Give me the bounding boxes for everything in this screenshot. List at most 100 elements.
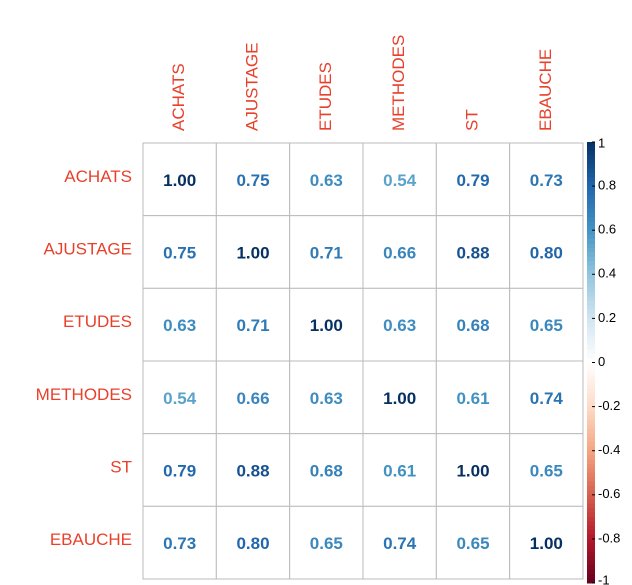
cell (509, 505, 584, 580)
cell-value: 1.00 (456, 461, 489, 480)
colorbar-segment (587, 221, 595, 227)
cell (509, 433, 584, 507)
colorbar-segment (587, 344, 595, 350)
cell-value: 0.79 (163, 461, 196, 480)
colorbar-segment (587, 362, 595, 368)
colorbar-segment (587, 525, 595, 531)
colorbar-segment (587, 446, 595, 452)
colorbar-segment (587, 296, 595, 302)
colorbar-segment (587, 477, 595, 483)
colorbar-segment (587, 318, 595, 324)
colorbar-segment (587, 543, 595, 549)
cell-value: 0.66 (383, 243, 416, 262)
colorbar-segment (587, 336, 595, 341)
cell-value: 0.61 (456, 389, 489, 408)
colorbar-segment (587, 538, 595, 544)
cell-value: 0.80 (236, 534, 269, 553)
cell-value: 0.66 (236, 389, 269, 408)
colorbar-segment (587, 181, 595, 187)
colorbar-tick-label: 0.4 (598, 266, 616, 281)
colorbar-segment (587, 199, 595, 205)
colorbar-tick-label: -0.2 (598, 398, 620, 413)
cell-value: 0.88 (456, 243, 489, 262)
row-label: ACHATS (64, 167, 132, 186)
cell (435, 142, 511, 217)
cell-value: 0.65 (530, 316, 563, 335)
colorbar-segment (587, 481, 595, 487)
colorbar-segment (587, 441, 595, 447)
colorbar-tick-label: 0 (598, 354, 605, 369)
cell-value: 0.71 (236, 316, 269, 335)
colorbar-segment (587, 485, 595, 491)
cell (215, 142, 291, 217)
colorbar-segment (587, 569, 595, 575)
cell-value: 0.88 (236, 461, 269, 480)
cell (362, 433, 437, 507)
colorbar-segment (587, 225, 595, 231)
colorbar-segment (587, 560, 595, 566)
colorbar-segment (587, 239, 595, 244)
colorbar-segment (587, 252, 595, 258)
colorbar-segment (587, 168, 595, 174)
colorbar-segment (587, 556, 595, 562)
colorbar-segment (587, 459, 595, 465)
cell-value: 0.75 (236, 171, 269, 190)
colorbar-tick-label: 0.6 (598, 222, 616, 237)
cell-value: 0.61 (383, 461, 416, 480)
cell (289, 360, 364, 435)
colorbar-segment (587, 393, 595, 399)
cell-value: 1.00 (163, 171, 196, 190)
colorbar-tick-label: 1 (598, 135, 605, 150)
cell-value: 0.63 (310, 171, 343, 190)
column-label: METHODES (389, 35, 408, 131)
colorbar-segment (587, 397, 595, 403)
colorbar-segment (587, 565, 595, 571)
cell-value: 1.00 (236, 243, 269, 262)
cell-value: 0.75 (163, 243, 196, 262)
cell-value: 0.65 (456, 534, 489, 553)
colorbar-segment (587, 530, 595, 535)
cell-value: 1.00 (310, 316, 343, 335)
column-label: EBAUCHE (536, 49, 555, 131)
colorbar-segment (587, 574, 595, 580)
colorbar-segment (587, 340, 595, 346)
colorbar-segment (587, 547, 595, 553)
colorbar-segment (587, 384, 595, 390)
colorbar-segment (587, 366, 595, 372)
cell-value: 0.65 (530, 461, 563, 480)
colorbar-segment (587, 322, 595, 328)
cell-value: 0.68 (310, 461, 343, 480)
cell-value: 0.80 (530, 243, 563, 262)
colorbar-segment (587, 578, 595, 584)
colorbar-tick-label: -0.4 (598, 442, 620, 457)
cell-value: 0.63 (163, 316, 196, 335)
colorbar-segment (587, 190, 595, 196)
colorbar-segment (587, 415, 595, 421)
cell-value: 1.00 (530, 534, 563, 553)
colorbar-segment (587, 468, 595, 474)
colorbar-segment (587, 508, 595, 513)
colorbar-segment (587, 375, 595, 381)
colorbar-segment (587, 194, 595, 200)
colorbar-segment (587, 300, 595, 306)
cell-value: 0.65 (310, 534, 343, 553)
colorbar-segment (587, 516, 595, 522)
row-label: EBAUCHE (50, 530, 132, 549)
cell-value: 0.73 (163, 534, 196, 553)
colorbar-tick-label: 0.2 (598, 310, 616, 325)
cell (142, 287, 217, 362)
colorbar-segment (587, 424, 595, 430)
cell (289, 215, 364, 289)
colorbar-segment (587, 450, 595, 456)
colorbar-segment (587, 265, 595, 271)
colorbar-segment (587, 155, 595, 161)
colorbar-segment (587, 353, 595, 359)
colorbar-segment (587, 216, 595, 222)
colorbar-segment (587, 159, 595, 165)
colorbar-segment (587, 433, 595, 438)
cell-value: 0.71 (310, 243, 343, 262)
colorbar-segment (587, 186, 595, 192)
colorbar-segment (587, 230, 595, 236)
colorbar-segment (587, 521, 595, 527)
row-label: ETUDES (63, 312, 132, 331)
